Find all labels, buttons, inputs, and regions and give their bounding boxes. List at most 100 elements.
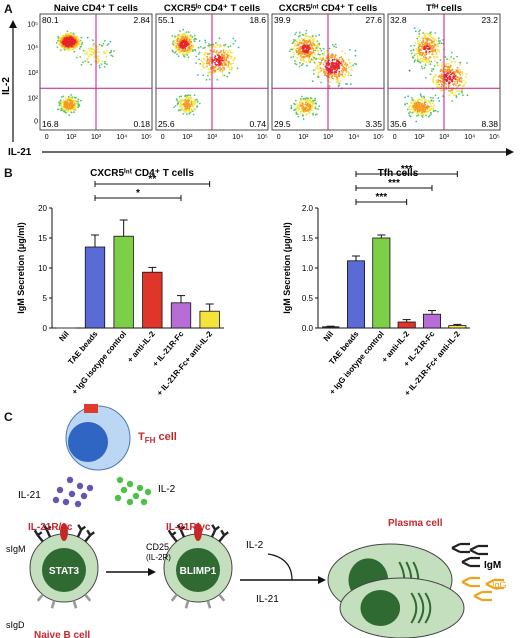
flow-event-dot [418,50,421,53]
flow-event-dot [176,99,179,102]
flow-event-dot [64,35,67,38]
flow-event-dot [74,44,76,47]
flow-event-dot [437,110,439,113]
quadrant-lower-right-value: 0.18 [133,119,150,129]
flow-plot-density [171,28,240,116]
flow-event-dot [406,102,408,105]
flow-event-dot [308,99,310,101]
flow-event-dot [294,60,296,62]
flow-event-dot [70,41,73,43]
flow-event-dot [59,43,62,45]
flow-event-dot [73,43,76,45]
quadrant-lower-left-value: 29.5 [274,119,291,129]
flow-event-dot [421,51,423,54]
flow-event-dot [426,60,428,63]
flow-event-dot [430,47,433,50]
flow-event-dot [412,56,415,59]
flow-event-dot [419,43,422,46]
flow-event-dot [293,40,295,43]
flow-event-dot [185,36,187,38]
flow-event-dot [303,110,305,113]
flow-event-dot [412,104,415,107]
flow-event-dot [454,78,457,81]
flow-event-dot [313,99,316,102]
flow-event-dot [349,83,352,85]
flow-event-dot [98,43,101,46]
flow-event-dot [96,51,98,53]
flow-event-dot [331,75,333,78]
flow-event-dot [451,72,454,74]
flow-event-dot [223,51,226,54]
flow-event-dot [427,38,430,41]
flow-event-dot [434,32,437,34]
flow-event-dot [334,43,337,46]
flow-event-dot [311,44,313,47]
flow-event-dot [445,62,448,65]
flow-event-dot [305,101,307,104]
flow-event-dot [333,58,336,61]
flow-event-dot [410,52,413,55]
flow-event-dot [348,58,351,61]
flow-event-dot [180,38,183,41]
flow-event-dot [313,52,316,55]
category-label: + IgG isotype control [70,330,128,397]
flow-event-dot [455,88,457,91]
flow-event-dot [414,59,416,62]
flow-event-dot [409,111,411,113]
flow-event-dot [348,72,350,75]
flow-event-dot [421,105,424,108]
flow-event-dot [419,101,421,104]
flow-event-dot [194,48,196,51]
flow-event-dot [429,102,432,105]
flow-event-dot [69,46,72,49]
flow-event-dot [333,55,336,58]
endoplasmic-reticulum [424,592,432,624]
flow-event-dot [324,68,327,71]
flow-event-dot [430,104,433,107]
bar [397,321,416,329]
flow-event-dot [416,55,419,57]
flow-event-dot [296,57,298,59]
flow-event-dot [69,37,72,40]
flow-event-dot [341,50,343,53]
flow-event-dot [330,54,333,57]
flow-event-dot [447,84,450,87]
flow-event-dot [187,56,190,59]
flow-event-dot [445,79,448,81]
flow-event-dot [349,49,351,51]
flow-event-dot [432,100,435,102]
flow-event-dot [452,75,455,77]
flow-event-dot [342,59,345,62]
flow-event-dot [329,67,332,70]
plasma-cell [339,577,465,638]
flow-event-dot [317,71,320,74]
flow-event-dot [464,76,467,78]
flow-event-dot [180,100,182,103]
flow-event-dot [304,97,307,100]
flow-event-dot [444,56,447,58]
flow-event-dot [193,94,196,97]
flow-event-dot [64,41,67,44]
flow-event-dot [343,66,345,69]
flow-event-dot [350,65,353,68]
flow-event-dot [197,74,199,76]
flow-event-dot [60,36,63,39]
flow-event-dot [226,56,229,59]
flow-event-dot [433,105,435,107]
flow-event-dot [436,55,439,58]
flow-event-dot [80,45,82,48]
transcription-factor-label: BLIMP1 [180,566,217,577]
quadrant-upper-right-value: 23.2 [481,15,498,25]
flow-event-dot [421,45,423,47]
flow-event-dot [332,77,334,80]
flow-event-dot [203,62,206,65]
flow-event-dot [352,64,354,67]
flow-event-dot [182,113,185,115]
flow-event-dot [230,63,233,65]
flow-event-dot [76,45,79,48]
flow-event-dot [113,50,115,52]
flow-event-dot [73,105,76,108]
flow-event-dot [436,48,439,51]
significance-label: *** [388,178,400,189]
